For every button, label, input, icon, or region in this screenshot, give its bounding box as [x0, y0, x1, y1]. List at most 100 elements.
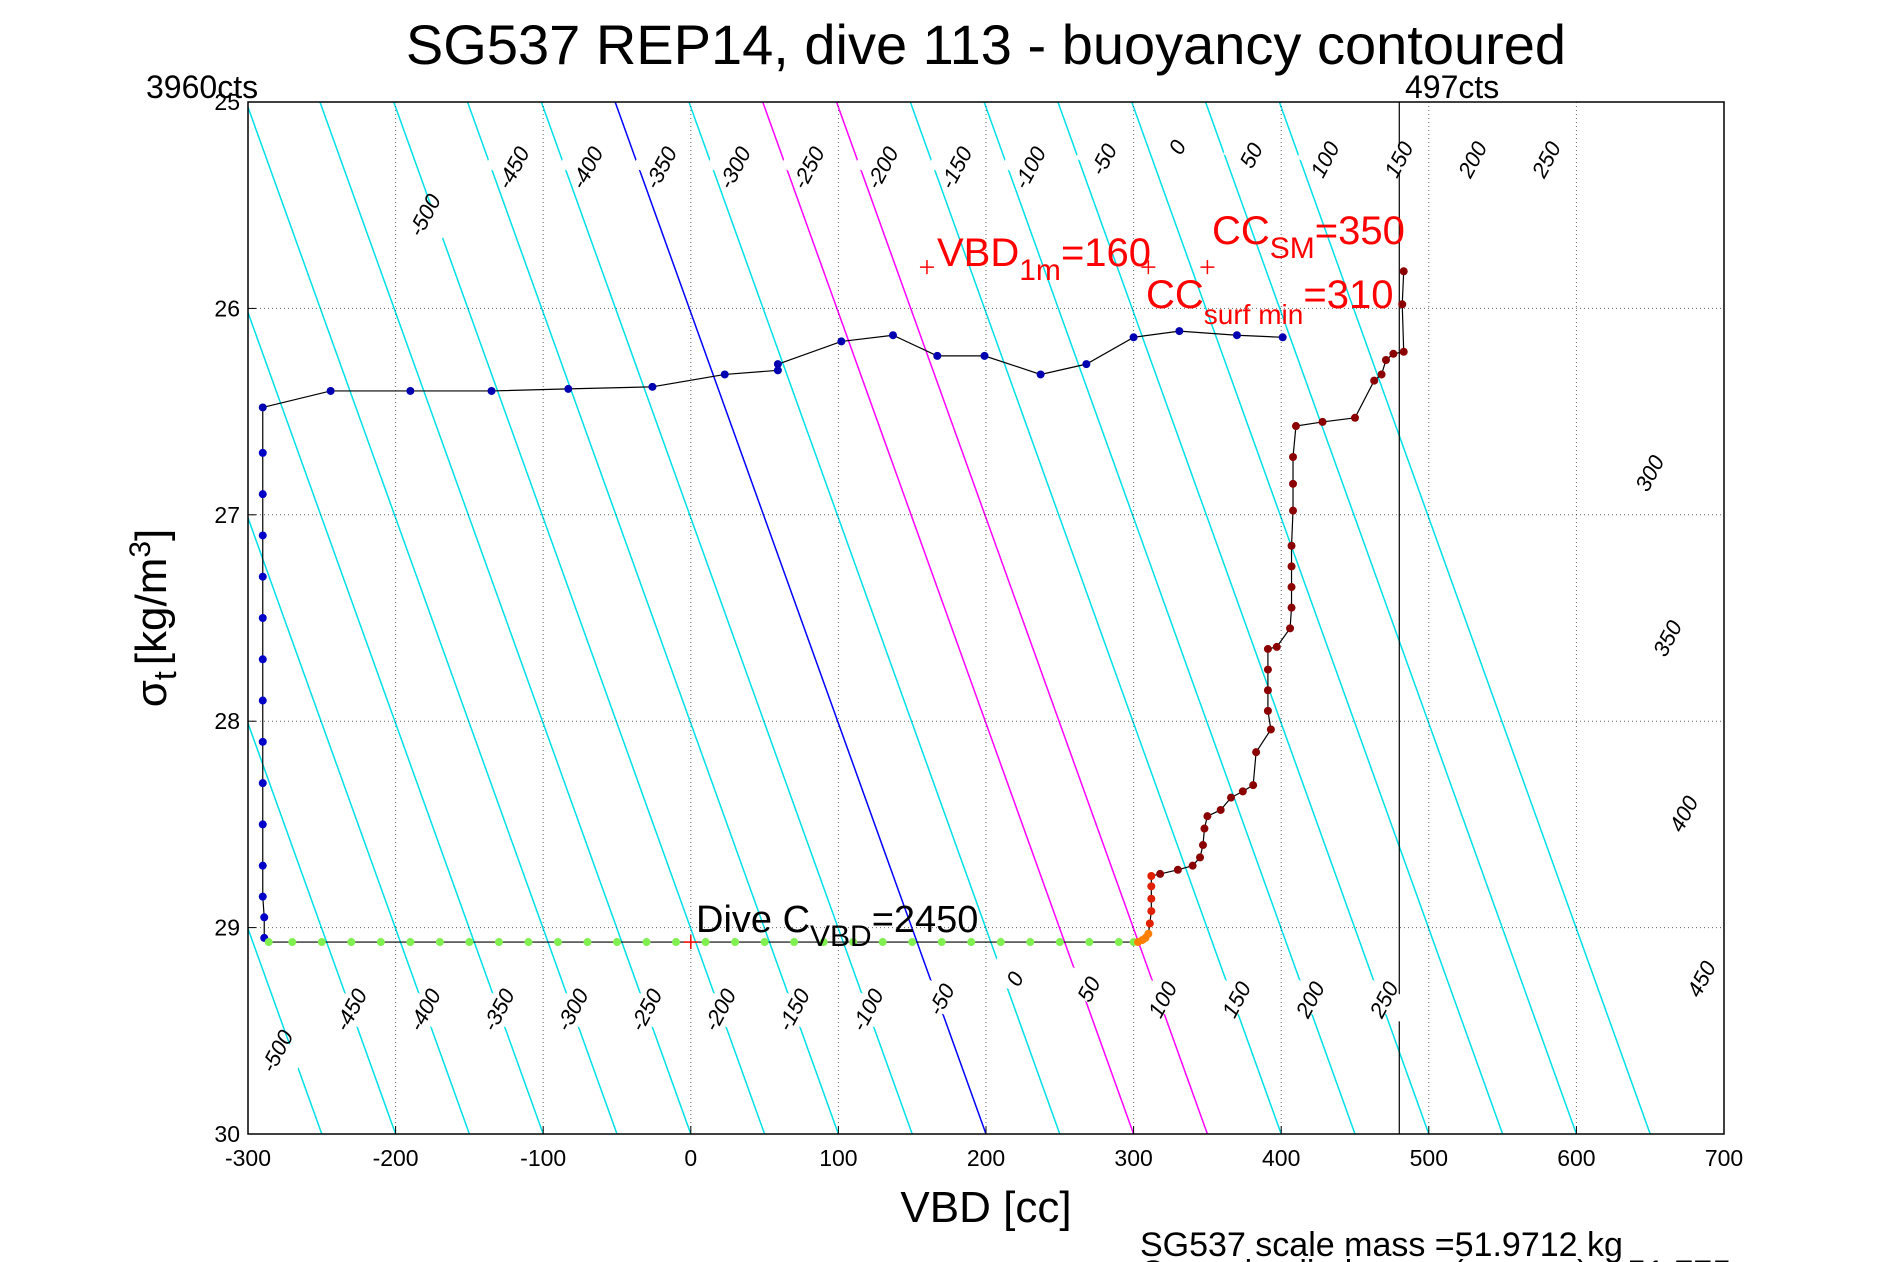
- data-point: [1289, 479, 1298, 488]
- contour-line: [983, 102, 1356, 1134]
- contour-label-bg: [1355, 977, 1414, 1023]
- data-point: [258, 861, 267, 870]
- data-point: [258, 572, 267, 581]
- data-point: [672, 938, 681, 947]
- contour-line: [248, 1131, 249, 1134]
- y-axis-label: σt[kg/m3]: [124, 529, 183, 708]
- contour-label-bg: [706, 145, 764, 191]
- data-point: [1036, 370, 1045, 379]
- contour-label-bg: [1296, 136, 1355, 183]
- data-point: [258, 737, 267, 746]
- x-axis-ticks: -300 -200 -100 0 100 200 300 400 500 600 700: [225, 1126, 1743, 1171]
- data-point: [583, 938, 592, 947]
- data-point: [980, 351, 989, 360]
- x-tick-label: 500: [1410, 1145, 1448, 1171]
- data-point: [1196, 853, 1205, 862]
- data-point: [1082, 360, 1091, 369]
- contour-label-bg: [913, 977, 971, 1023]
- data-point: [1278, 333, 1287, 342]
- data-point: [1399, 267, 1408, 276]
- data-point: [317, 938, 326, 947]
- data-point: [1203, 812, 1212, 821]
- contour-line: [614, 102, 987, 1134]
- data-point: [1291, 422, 1300, 431]
- data-point: [1377, 370, 1386, 379]
- data-point: [258, 696, 267, 705]
- data-point: [264, 938, 273, 947]
- data-point: [1263, 706, 1272, 715]
- data-point: [258, 820, 267, 829]
- data-point: [1318, 417, 1327, 426]
- data-point: [837, 337, 846, 346]
- contour-label-bg: [1621, 450, 1679, 497]
- data-point: [731, 938, 740, 947]
- data-point: [889, 331, 898, 340]
- data-point: [258, 655, 267, 664]
- data-series: [258, 267, 1408, 947]
- data-point: [996, 938, 1005, 947]
- data-point: [524, 938, 533, 947]
- contour-label-bg: [632, 145, 690, 191]
- x-tick-label: -300: [225, 1145, 271, 1171]
- corner-label-left: 3960cts: [146, 69, 258, 105]
- data-point: [1147, 872, 1156, 880]
- data-point: [1289, 453, 1298, 462]
- annotation-ccsm: CCSM=350: [1212, 209, 1405, 265]
- annotation-markers: [683, 260, 1215, 950]
- data-point: [933, 351, 942, 360]
- contour-line: [540, 102, 913, 1134]
- y-tick-label: 30: [214, 1121, 240, 1147]
- contour-line: [762, 102, 1135, 1134]
- data-point: [1026, 938, 1035, 947]
- data-point: [1175, 327, 1184, 336]
- contour-line: [1278, 102, 1651, 1134]
- y-tick-label: 26: [214, 295, 240, 321]
- contour-line: [1057, 102, 1430, 1134]
- data-point: [258, 490, 267, 499]
- data-point: [288, 938, 297, 947]
- data-point: [553, 938, 562, 947]
- data-point: [1370, 376, 1379, 385]
- data-point: [1227, 793, 1236, 802]
- data-point: [773, 366, 782, 375]
- data-point: [878, 938, 887, 947]
- contour-label-bg: [470, 987, 528, 1033]
- y-axis-ticks: 25 26 27 28 29 30: [214, 89, 256, 1147]
- data-point: [819, 938, 828, 947]
- contour-label-bg: [1060, 966, 1118, 1013]
- data-point: [258, 779, 267, 788]
- contour-label-bg: [1208, 977, 1266, 1023]
- contour-label-bg: [927, 145, 986, 191]
- x-tick-label: 700: [1705, 1145, 1743, 1171]
- x-tick-label: -200: [373, 1145, 419, 1171]
- contour-line: [248, 104, 618, 1134]
- x-axis-label: VBD [cc]: [900, 1183, 1071, 1232]
- contour-label-bg: [765, 987, 823, 1033]
- data-point: [1147, 894, 1156, 903]
- data-point: [406, 386, 415, 395]
- data-point: [347, 938, 356, 947]
- data-point: [1289, 506, 1298, 515]
- data-point: [613, 938, 621, 947]
- contour-label-bg: [1134, 977, 1192, 1023]
- data-point: [258, 403, 267, 412]
- annotation-vbd1m: VBD1m=160: [937, 231, 1151, 287]
- data-point: [1381, 356, 1390, 364]
- x-tick-label: 200: [967, 1145, 1005, 1171]
- y-tick-label: 28: [214, 708, 240, 734]
- data-point: [648, 382, 657, 391]
- data-point: [1351, 413, 1359, 422]
- data-point: [1287, 603, 1296, 612]
- contour-line: [319, 102, 692, 1134]
- contour-label-bg: [1149, 124, 1207, 171]
- contour-label-bg: [1673, 956, 1731, 1003]
- data-point: [1129, 333, 1138, 342]
- data-point: [406, 938, 415, 947]
- data-point: [487, 386, 496, 395]
- data-point: [1266, 725, 1275, 734]
- contour-label-bg: [780, 145, 838, 191]
- contour-label-bg: [1655, 791, 1713, 837]
- data-point: [494, 938, 503, 947]
- contour-label-bg: [1444, 136, 1502, 183]
